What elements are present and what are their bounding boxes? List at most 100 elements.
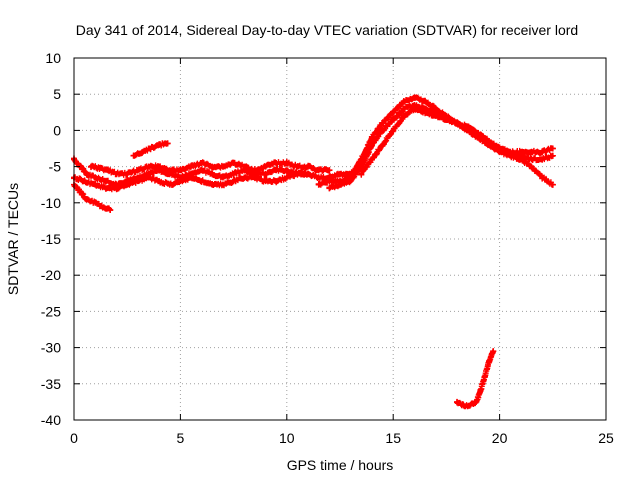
x-axis-title: GPS time / hours <box>287 457 394 473</box>
series-track-a <box>71 155 365 189</box>
data-point <box>466 402 473 409</box>
data-point <box>102 185 109 192</box>
data-point <box>326 167 333 174</box>
data-point <box>473 398 480 405</box>
gridlines <box>74 58 606 420</box>
data-point <box>273 167 280 174</box>
data-point <box>273 159 280 166</box>
data-point <box>113 185 120 192</box>
data-point <box>156 141 163 148</box>
data-point <box>219 163 226 170</box>
data-point <box>219 181 226 188</box>
data-point <box>188 174 195 181</box>
y-tick-label: 0 <box>53 122 61 138</box>
data-point <box>230 170 237 177</box>
data-point <box>156 178 163 185</box>
data-point <box>368 156 375 163</box>
x-tick-label: 0 <box>70 430 78 446</box>
data-point <box>460 402 467 409</box>
data-point <box>209 181 216 188</box>
data-point <box>251 174 258 181</box>
y-axis-title: SDTVAR / TECUs <box>5 183 21 295</box>
data-point <box>337 170 343 177</box>
data-point <box>315 167 322 174</box>
data-point <box>83 196 90 203</box>
data-point <box>219 174 226 181</box>
data-point <box>379 127 386 134</box>
data-point <box>188 163 195 170</box>
data-point <box>400 112 407 119</box>
data-point <box>77 188 84 195</box>
y-tick-label: -35 <box>41 376 61 392</box>
data-point <box>283 174 290 181</box>
y-tick-label: -20 <box>41 267 61 283</box>
data-point <box>454 398 461 405</box>
data-point <box>294 163 301 170</box>
data-point <box>464 127 471 134</box>
data-point <box>422 109 429 116</box>
data-point <box>481 373 488 380</box>
data-point <box>326 178 333 185</box>
data-point <box>368 141 375 148</box>
y-tick-label: -15 <box>41 231 61 247</box>
data-point <box>98 203 105 210</box>
data-point <box>315 174 322 181</box>
axis-ticks: 0 5 10 15 20 25 10 5 0 -5 -10 -15 -20 -25 -30 -35 -40 <box>41 50 614 446</box>
data-point <box>485 359 492 366</box>
data-point <box>262 163 269 170</box>
data-point <box>379 141 386 148</box>
series-track-i <box>454 348 497 410</box>
data-point <box>528 156 535 163</box>
data-point <box>230 159 237 166</box>
data-point <box>305 163 312 170</box>
data-point <box>139 149 146 156</box>
data-point <box>432 112 439 119</box>
data-point <box>490 348 497 355</box>
data-point <box>443 116 450 123</box>
data-point <box>549 181 556 188</box>
data-point <box>145 174 152 181</box>
y-tick-label: 5 <box>53 86 61 102</box>
data-point <box>454 120 461 127</box>
data-point <box>166 167 173 174</box>
y-tick-label: -10 <box>41 195 61 211</box>
data-point <box>124 181 131 188</box>
data-point <box>209 170 216 177</box>
data-point <box>124 170 131 177</box>
data-point <box>273 178 280 185</box>
data-point <box>477 388 484 395</box>
data-series <box>71 94 556 410</box>
data-point <box>390 127 397 134</box>
data-point <box>485 141 492 148</box>
data-point <box>549 152 556 159</box>
data-point <box>96 165 103 172</box>
series-track-f <box>315 94 556 188</box>
data-point <box>422 98 429 105</box>
data-point <box>177 167 184 174</box>
data-point <box>88 163 95 170</box>
y-tick-label: 10 <box>45 50 61 66</box>
x-tick-label: 5 <box>177 430 185 446</box>
data-point <box>166 181 173 188</box>
data-point <box>315 181 322 188</box>
x-tick-label: 20 <box>492 430 508 446</box>
data-point <box>496 149 503 156</box>
data-point <box>539 149 546 156</box>
data-point <box>230 178 237 185</box>
data-point <box>164 140 171 147</box>
data-point <box>102 178 109 185</box>
y-tick-label: -5 <box>49 159 62 175</box>
data-point <box>283 167 290 174</box>
series-track-e <box>130 140 171 159</box>
data-point <box>475 134 482 141</box>
data-point <box>113 170 120 177</box>
data-point <box>411 94 418 101</box>
data-point <box>241 174 248 181</box>
data-point <box>358 170 365 177</box>
data-point <box>507 152 514 159</box>
data-point <box>294 170 301 177</box>
data-point <box>241 163 248 170</box>
x-tick-label: 10 <box>279 430 295 446</box>
data-point <box>539 174 546 181</box>
